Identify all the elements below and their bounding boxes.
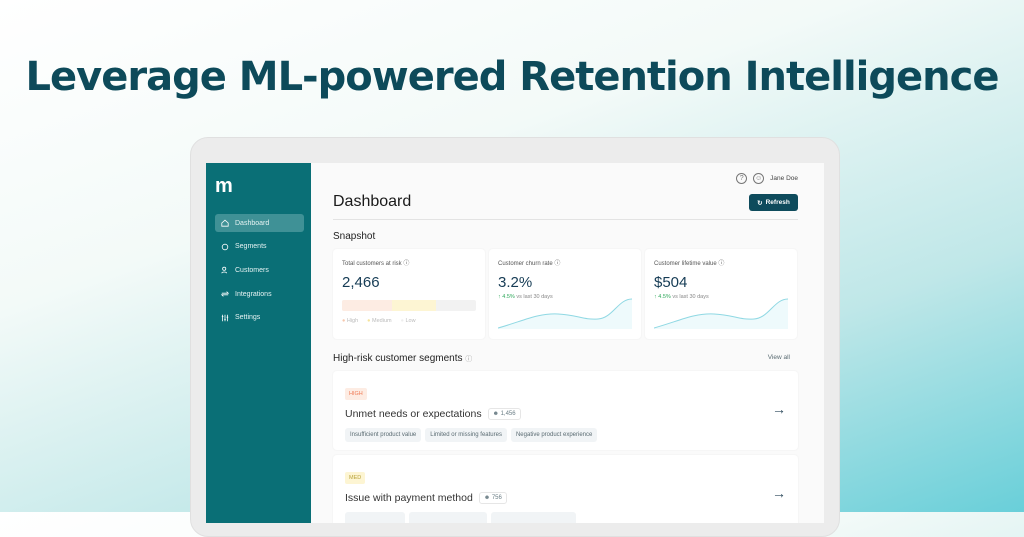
card-delta: ↑ 4.5% vs last 30 days bbox=[498, 294, 553, 300]
sidebar-item-label: Integrations bbox=[235, 290, 272, 298]
sidebar-item-label: Settings bbox=[235, 314, 261, 322]
topbar: ? ☺ Jane Doe bbox=[736, 173, 798, 184]
card-value: $504 bbox=[654, 274, 688, 291]
app-screen: m Dashboard Segments Customers Integrati… bbox=[206, 163, 824, 523]
info-icon[interactable]: ⓘ bbox=[718, 261, 725, 267]
sidebar-item-integrations[interactable]: Integrations bbox=[215, 285, 304, 303]
segment-tags bbox=[345, 512, 786, 523]
sidebar-item-settings[interactable]: Settings bbox=[215, 309, 304, 327]
card-delta: ↑ 4.5% vs last 30 days bbox=[654, 294, 709, 300]
refresh-icon: ↻ bbox=[757, 199, 763, 207]
segment-count: ☻ 756 bbox=[478, 492, 507, 504]
segment-tags: Insufficient product value Limited or mi… bbox=[345, 428, 786, 442]
tag bbox=[409, 512, 487, 523]
divider bbox=[333, 219, 798, 220]
sidebar-item-dashboard[interactable]: Dashboard bbox=[215, 214, 304, 232]
card-lifetime-value: Customer lifetime value ⓘ $504 ↑ 4.5% vs… bbox=[645, 249, 797, 339]
help-icon[interactable]: ? bbox=[736, 173, 748, 184]
snapshot-title: Snapshot bbox=[333, 231, 376, 242]
page-title: Dashboard bbox=[333, 193, 412, 210]
risk-legend: ● High ● Medium ● Low bbox=[342, 318, 476, 324]
refresh-label: Refresh bbox=[765, 199, 790, 206]
info-icon[interactable]: ⓘ bbox=[554, 261, 561, 267]
sidebar-item-label: Customers bbox=[235, 266, 269, 274]
snapshot-cards: Total customers at risk ⓘ 2,466 ● High ●… bbox=[333, 249, 797, 339]
headline: Leverage ML-powered Retention Intelligen… bbox=[25, 54, 1000, 100]
legend-medium: ● Medium bbox=[367, 318, 392, 324]
card-value: 3.2% bbox=[498, 274, 533, 291]
risk-badge: HIGH bbox=[345, 388, 367, 400]
sidebar-item-label: Segments bbox=[235, 243, 267, 251]
sync-icon bbox=[221, 291, 229, 297]
sidebar-item-segments[interactable]: Segments bbox=[215, 238, 304, 256]
legend-high: ● High bbox=[342, 318, 359, 324]
user-name[interactable]: Jane Doe bbox=[770, 175, 798, 182]
segment-card[interactable]: HIGH Unmet needs or expectations ☻ 1,456 … bbox=[333, 371, 798, 450]
card-churn-rate: Customer churn rate ⓘ 3.2% ↑ 4.5% vs las… bbox=[489, 249, 641, 339]
tag bbox=[345, 512, 405, 523]
segments-title: High-risk customer segments ⓘ bbox=[333, 353, 473, 364]
tag: Insufficient product value bbox=[345, 428, 422, 442]
tag: Limited or missing features bbox=[425, 428, 507, 442]
user-avatar-icon[interactable]: ☺ bbox=[753, 173, 765, 184]
segment-count: ☻ 1,456 bbox=[487, 408, 521, 420]
arrow-right-icon[interactable]: → bbox=[772, 485, 786, 501]
card-value: 2,466 bbox=[342, 274, 380, 291]
arrow-right-icon[interactable]: → bbox=[772, 401, 786, 417]
users-icon bbox=[221, 267, 227, 274]
sidebar-nav: Dashboard Segments Customers Integration… bbox=[215, 214, 304, 332]
sparkline bbox=[654, 298, 788, 329]
tag: Negative product experience bbox=[510, 428, 598, 442]
risk-bar-medium bbox=[391, 300, 436, 311]
home-icon bbox=[221, 219, 229, 227]
sparkline bbox=[498, 298, 632, 329]
layers-icon bbox=[221, 243, 229, 250]
view-all-link[interactable]: View all bbox=[767, 354, 790, 361]
info-icon[interactable]: ⓘ bbox=[403, 261, 410, 267]
sidebar-item-label: Dashboard bbox=[235, 219, 270, 227]
sidebar: m Dashboard Segments Customers Integrati… bbox=[206, 163, 311, 523]
card-label: Customer churn rate ⓘ bbox=[498, 261, 561, 267]
tag bbox=[491, 512, 576, 523]
sliders-icon bbox=[221, 314, 229, 321]
info-icon[interactable]: ⓘ bbox=[465, 356, 473, 363]
segment-card[interactable]: MED Issue with payment method ☻ 756 → bbox=[333, 455, 798, 523]
risk-badge: MED bbox=[345, 472, 366, 484]
card-customers-at-risk: Total customers at risk ⓘ 2,466 ● High ●… bbox=[333, 249, 485, 339]
legend-low: ● Low bbox=[400, 318, 416, 324]
arrow-up-icon: ↑ bbox=[654, 294, 657, 300]
sidebar-item-customers[interactable]: Customers bbox=[215, 261, 304, 279]
risk-bar-high bbox=[342, 300, 392, 311]
segment-title: Unmet needs or expectations bbox=[345, 408, 482, 420]
arrow-up-icon: ↑ bbox=[498, 294, 501, 300]
card-label: Total customers at risk ⓘ bbox=[342, 261, 410, 267]
segment-title: Issue with payment method bbox=[345, 492, 473, 504]
card-label: Customer lifetime value ⓘ bbox=[654, 261, 725, 267]
risk-bar bbox=[342, 300, 476, 311]
logo[interactable]: m bbox=[215, 175, 233, 197]
refresh-button[interactable]: ↻ Refresh bbox=[749, 194, 798, 211]
